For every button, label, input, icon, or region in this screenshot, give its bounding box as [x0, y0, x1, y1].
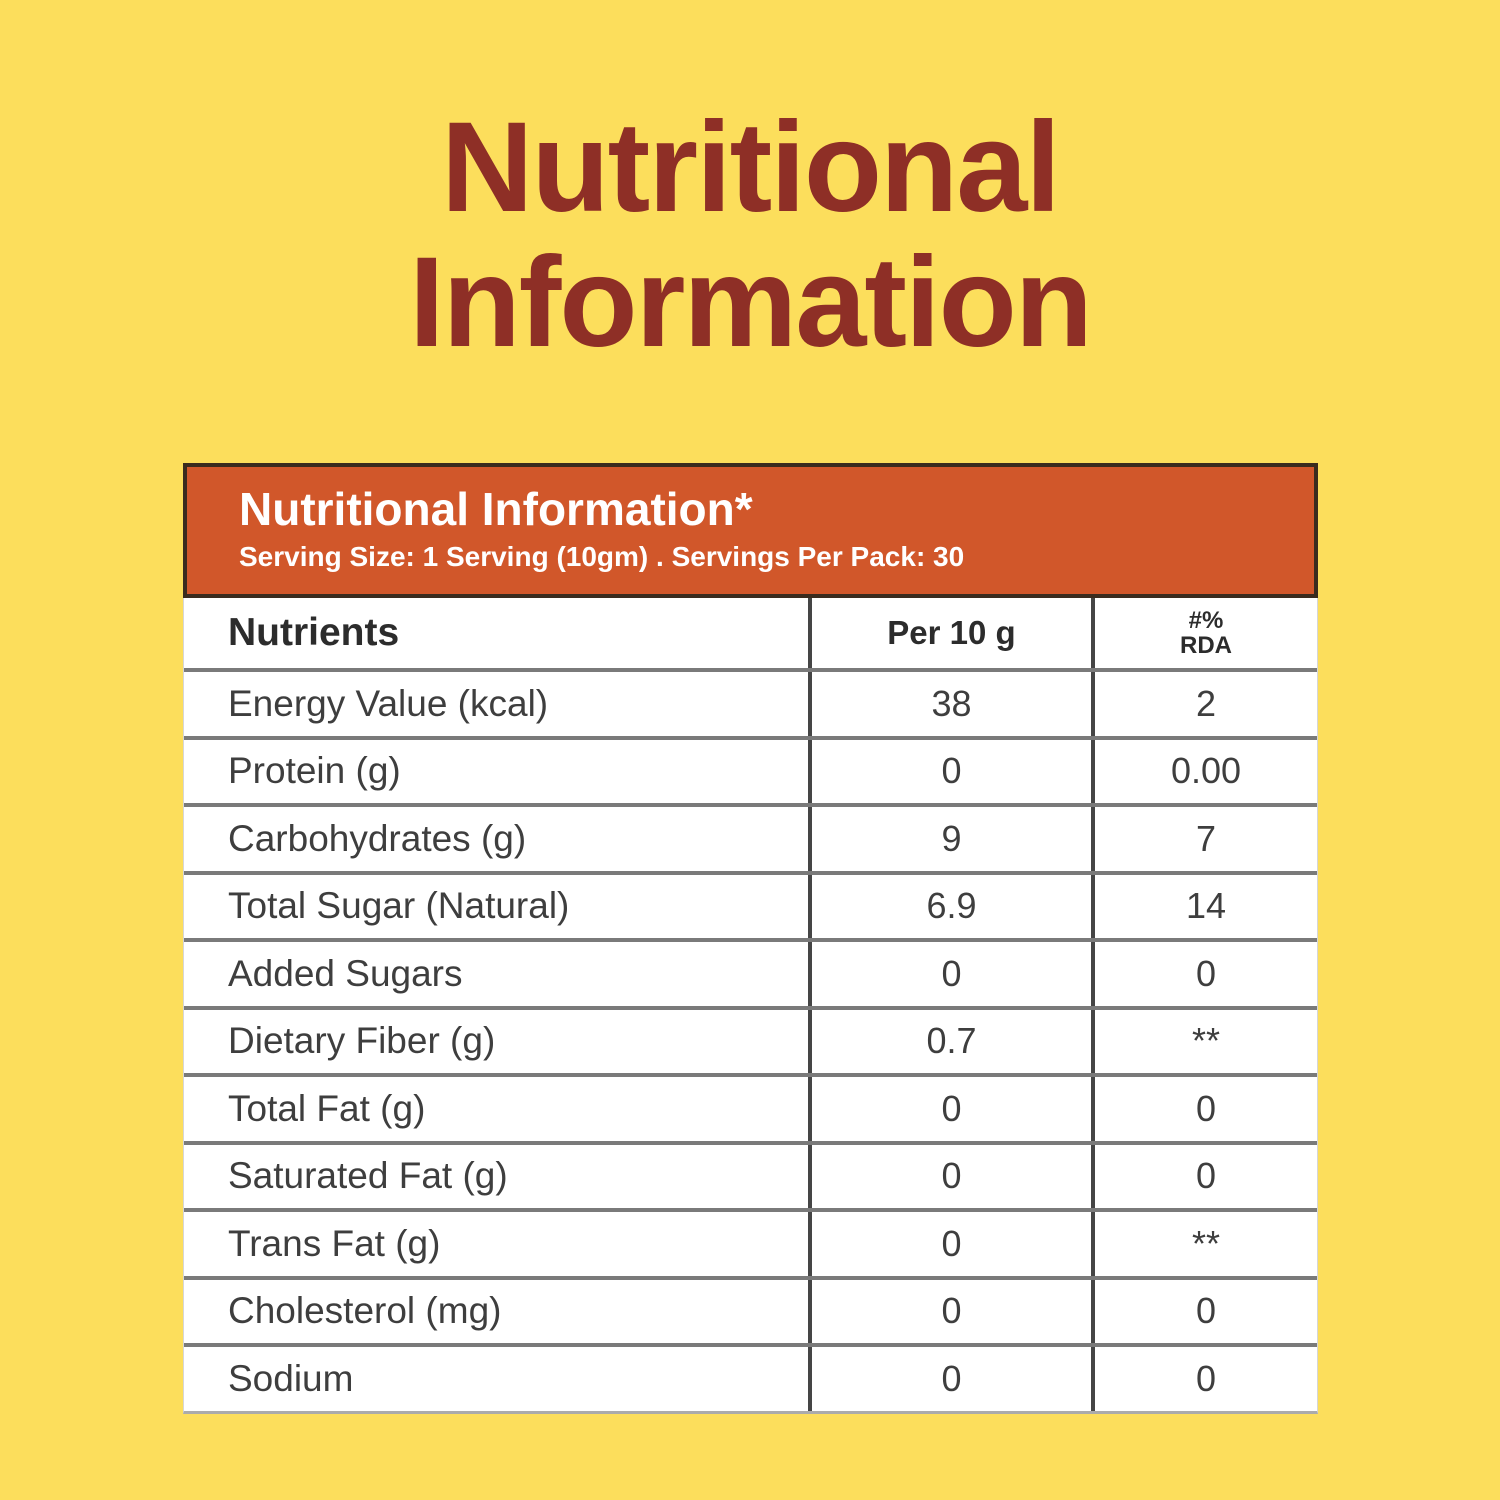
table-row: Cholesterol (mg) 0 0	[184, 1275, 1317, 1343]
per-10g-value-cell: 0	[808, 942, 1091, 1006]
nutrient-name-cell: Total Sugar (Natural)	[228, 885, 570, 927]
table-row: Sodium 0 0	[184, 1343, 1317, 1411]
per-10g-value-cell: 0	[808, 739, 1091, 803]
nutrient-name-cell: Energy Value (kcal)	[228, 682, 549, 724]
rda-value-cell: 14	[1091, 874, 1317, 938]
nutrient-name-cell: Added Sugars	[228, 952, 463, 994]
per-10g-value-cell: 0	[808, 1279, 1091, 1343]
per-10g-value-cell: 6.9	[808, 874, 1091, 938]
per-10g-value-cell: 0	[808, 1347, 1091, 1411]
rda-value-cell: 0.00	[1091, 739, 1317, 803]
column-header-rda-line2: RDA	[1180, 632, 1232, 659]
per-10g-value-cell: 9	[808, 807, 1091, 871]
per-10g-value-cell: 38	[808, 672, 1091, 736]
rda-value-cell: 0	[1091, 1077, 1317, 1141]
table-row: Protein (g) 0 0.00	[184, 735, 1317, 803]
table-row: Total Sugar (Natural) 6.9 14	[184, 870, 1317, 938]
page-title-line2: Information	[409, 231, 1093, 374]
page-title-line1: Nutritional	[441, 96, 1061, 239]
column-header-per-10g: Per 10 g	[808, 598, 1091, 668]
table-row: Dietary Fiber (g) 0.7 **	[184, 1005, 1317, 1073]
rda-value-cell: 0	[1091, 942, 1317, 1006]
per-10g-value-cell: 0	[808, 1077, 1091, 1141]
rda-value-cell: 0	[1091, 1347, 1317, 1411]
column-header-rda: #% RDA	[1091, 598, 1317, 668]
per-10g-value-cell: 0	[808, 1212, 1091, 1276]
panel-header-title: Nutritional Information*	[239, 483, 753, 535]
table-row: Total Fat (g) 0 0	[184, 1073, 1317, 1141]
table-row: Carbohydrates (g) 9 7	[184, 803, 1317, 871]
table-body: Energy Value (kcal) 38 2 Protein (g) 0 0…	[184, 668, 1317, 1411]
nutrition-panel: Nutritional Information* Serving Size: 1…	[183, 463, 1318, 1414]
page-title: Nutritional Information	[0, 100, 1500, 370]
nutrient-name-cell: Cholesterol (mg)	[228, 1290, 502, 1332]
nutrient-name-cell: Carbohydrates (g)	[228, 817, 527, 859]
nutrition-table: Nutrients Per 10 g #% RDA Energy Value (…	[183, 598, 1318, 1414]
nutrient-name-cell: Total Fat (g)	[228, 1087, 426, 1129]
panel-header: Nutritional Information* Serving Size: 1…	[183, 463, 1318, 598]
table-row: Trans Fat (g) 0 **	[184, 1208, 1317, 1276]
panel-header-subtitle: Serving Size: 1 Serving (10gm) . Serving…	[239, 541, 965, 572]
column-header-nutrients: Nutrients	[228, 611, 400, 654]
nutrient-name-cell: Saturated Fat (g)	[228, 1155, 508, 1197]
table-row: Energy Value (kcal) 38 2	[184, 668, 1317, 736]
nutrient-name-cell: Protein (g)	[228, 750, 401, 792]
column-header-rda-line1: #%	[1188, 607, 1224, 634]
table-header-row: Nutrients Per 10 g #% RDA	[184, 598, 1317, 668]
rda-value-cell: 2	[1091, 672, 1317, 736]
table-row: Added Sugars 0 0	[184, 938, 1317, 1006]
rda-value-cell: 7	[1091, 807, 1317, 871]
nutrient-name-cell: Dietary Fiber (g)	[228, 1020, 496, 1062]
per-10g-value-cell: 0.7	[808, 1009, 1091, 1073]
nutrient-name-cell: Sodium	[228, 1357, 354, 1399]
rda-value-cell: **	[1091, 1212, 1317, 1276]
rda-value-cell: 0	[1091, 1279, 1317, 1343]
per-10g-value-cell: 0	[808, 1144, 1091, 1208]
rda-value-cell: **	[1091, 1009, 1317, 1073]
nutrient-name-cell: Trans Fat (g)	[228, 1222, 441, 1264]
table-row: Saturated Fat (g) 0 0	[184, 1140, 1317, 1208]
rda-value-cell: 0	[1091, 1144, 1317, 1208]
